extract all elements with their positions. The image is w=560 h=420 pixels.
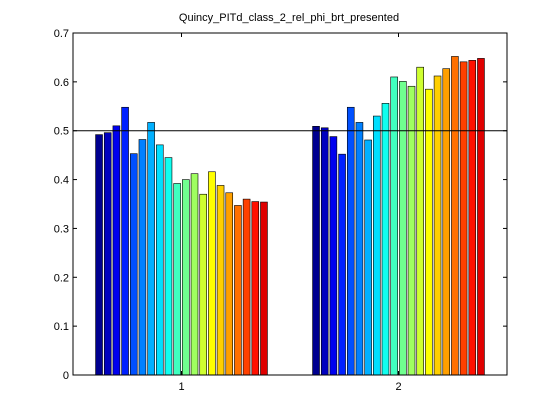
bar-group-1-bar-13 xyxy=(199,193,207,376)
bar-group-1-bar-17 xyxy=(234,205,242,376)
y-tick-label: 0.1 xyxy=(54,321,69,333)
bar-group-2-bar-8 xyxy=(373,115,381,376)
plot-area-frame xyxy=(72,32,508,376)
bar-group-2-bar-7 xyxy=(364,139,372,376)
bar-group-1-bar-14 xyxy=(208,171,216,376)
bar-group-1-bar-12 xyxy=(190,173,199,376)
bar-group-2-bar-3 xyxy=(329,136,338,376)
bar-group-2-bar-2 xyxy=(320,127,329,376)
bar-group-1-bar-4 xyxy=(121,106,129,376)
bar-group-1-bar-8 xyxy=(156,144,164,376)
bars-layer xyxy=(95,56,485,376)
bar-group-2-bar-1 xyxy=(312,126,320,376)
bar-group-1-bar-16 xyxy=(225,192,234,376)
bar-group-2-bar-9 xyxy=(381,103,390,376)
bar-group-1-bar-15 xyxy=(216,185,225,376)
bar-group-1-bar-6 xyxy=(138,139,147,376)
bar-group-2-bar-13 xyxy=(416,66,424,376)
bar-group-1-bar-9 xyxy=(164,157,173,376)
y-tick-label: 0.6 xyxy=(54,77,69,89)
y-tick-label: 0.4 xyxy=(54,175,69,187)
y-tick-label: 0.7 xyxy=(54,28,69,40)
bar-group-2-bar-12 xyxy=(407,85,416,376)
bar-group-1-bar-1 xyxy=(95,134,103,376)
bar-group-1-bar-11 xyxy=(182,179,190,376)
x-tick-label: 2 xyxy=(395,381,401,393)
y-tick-label: 0.2 xyxy=(54,272,69,284)
bar-group-2-bar-11 xyxy=(399,81,407,376)
bar-group-2-bar-4 xyxy=(338,153,346,376)
bar-group-1-bar-19 xyxy=(251,201,260,376)
chart-title: Quincy_PITd_class_2_rel_phi_brt_presente… xyxy=(179,12,399,24)
bar-group-1-bar-3 xyxy=(112,125,121,376)
x-tick-label: 1 xyxy=(178,381,184,393)
bar-group-2-bar-16 xyxy=(442,68,451,376)
bar-group-2-bar-19 xyxy=(468,60,477,376)
bar-group-1-bar-10 xyxy=(173,183,181,376)
bar-group-2-bar-15 xyxy=(433,75,442,376)
bar-group-1-bar-7 xyxy=(147,122,155,376)
bar-group-2-bar-14 xyxy=(425,88,433,376)
bar-group-1-bar-20 xyxy=(260,201,268,376)
bar-group-2-bar-6 xyxy=(355,122,364,376)
bar-group-1-bar-2 xyxy=(103,132,112,376)
bar-group-2-bar-17 xyxy=(451,56,459,376)
y-tick-label: 0.3 xyxy=(54,223,69,235)
bar-group-2-bar-20 xyxy=(477,58,485,376)
bar-group-1-bar-18 xyxy=(242,198,251,376)
bar-group-1-bar-5 xyxy=(129,153,138,376)
y-tick-label: 0 xyxy=(63,370,69,382)
bar-group-2-bar-5 xyxy=(346,106,355,376)
y-axis: 0 0.1 0.2 0.3 0.4 0.5 0.6 0.7 xyxy=(54,28,507,382)
y-tick-label: 0.5 xyxy=(54,126,69,138)
bar-group-2-bar-18 xyxy=(459,61,468,376)
bar-group-2-bar-10 xyxy=(390,76,398,376)
